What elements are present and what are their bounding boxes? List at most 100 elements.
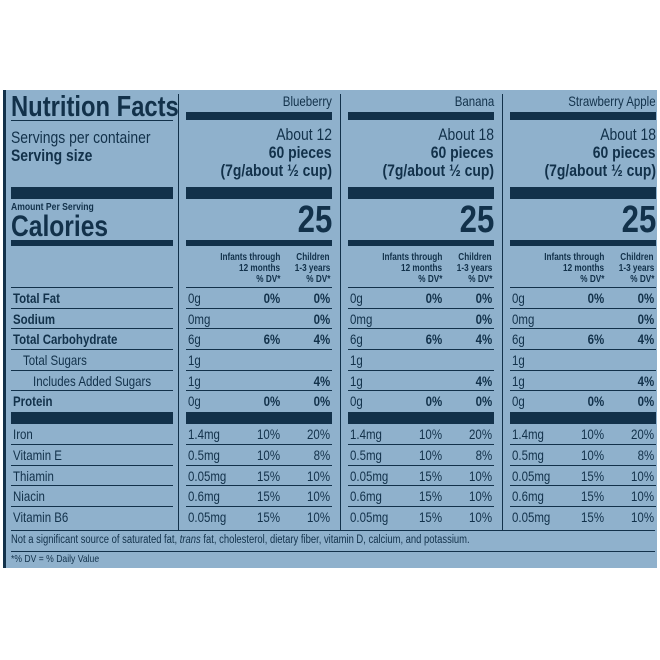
vitamin-row-label: Vitamin B6	[11, 507, 173, 528]
column-divider	[502, 94, 503, 530]
column-divider	[340, 94, 341, 530]
serving-pieces: 60 pieces	[431, 143, 494, 162]
calories-value: 25	[459, 199, 494, 241]
child-dv-value: 10%	[469, 488, 492, 505]
infant-dv-value: 0%	[425, 393, 442, 410]
vitamin-row: 0.05mg 15% 10%	[348, 507, 494, 528]
amount-value: 0.05mg	[512, 508, 551, 525]
amount-value: 6g	[188, 331, 201, 348]
amount-per-serving: Amount Per Serving	[11, 201, 94, 213]
child-dv-value: 0%	[313, 393, 330, 410]
nutrient-row-label: Sodium	[11, 309, 173, 330]
vitamin-row: 0.05mg 15% 10%	[186, 507, 332, 528]
amount-value: 0g	[350, 290, 363, 306]
amount-value: 1.4mg	[188, 426, 220, 443]
dv-header-infants: Infants through 12 months% DV*	[543, 252, 604, 285]
child-dv-value: 20%	[469, 426, 492, 443]
vitamin-row: 0.5mg 10% 8%	[186, 445, 332, 466]
nutrient-row: 6g 6% 4%	[348, 329, 494, 351]
infant-dv-value: 15%	[257, 467, 280, 484]
serving-weight: (7g/about ½ cup)	[220, 161, 332, 180]
thick-divider	[11, 412, 173, 425]
infant-dv-value: 15%	[257, 508, 280, 525]
child-dv-value: 4%	[313, 331, 330, 348]
amount-value: 0g	[188, 393, 201, 410]
vitamin-row: 1.4mg 10% 20%	[186, 424, 332, 445]
amount-value: 0g	[512, 393, 525, 410]
dv-header-infants: Infants through 12 months% DV*	[219, 252, 280, 285]
calories-value: 25	[621, 199, 656, 241]
serving-pieces: 60 pieces	[269, 143, 332, 162]
amount-value: 0g	[188, 290, 201, 306]
vitamin-row: 0.5mg 10% 8%	[510, 445, 656, 466]
vitamin-row: 1.4mg 10% 20%	[510, 424, 656, 445]
medium-divider	[186, 240, 332, 246]
thick-divider	[510, 412, 656, 425]
child-dv-value: 4%	[475, 331, 492, 348]
child-dv-value: 4%	[637, 372, 654, 389]
thick-divider	[510, 187, 656, 199]
child-dv-value: 20%	[631, 426, 654, 443]
child-dv-value: 10%	[631, 508, 654, 525]
vitamin-row: 0.05mg 15% 10%	[510, 466, 656, 487]
child-dv-value: 4%	[637, 331, 654, 348]
infant-dv-value: 10%	[581, 446, 604, 463]
servings-value: About 18	[438, 125, 494, 144]
amount-value: 0g	[350, 393, 363, 410]
amount-value: 0.05mg	[188, 467, 227, 484]
amount-value: 6g	[512, 331, 525, 348]
label-title: Nutrition Facts	[11, 91, 179, 123]
nutrient-row: 1g 4%	[348, 371, 494, 392]
nutrient-row-label: Protein	[11, 391, 173, 412]
nutrient-name: Protein	[13, 393, 53, 410]
vitamin-name: Vitamin E	[13, 446, 62, 463]
amount-value: 0.6mg	[188, 488, 220, 505]
nutrient-name: Sodium	[13, 310, 56, 327]
amount-value: 1g	[350, 372, 363, 389]
vitamin-row: 0.05mg 15% 10%	[510, 507, 656, 528]
nutrient-name: Total Sugars	[23, 352, 87, 369]
child-dv-value: 0%	[475, 393, 492, 410]
nutrient-row: 0mg 0%	[510, 309, 656, 330]
amount-value: 0mg	[350, 310, 373, 327]
child-dv-value: 8%	[313, 446, 330, 463]
nutrient-row: 0g 0% 0%	[510, 288, 656, 309]
nutrient-row: 1g 4%	[186, 371, 332, 392]
product-name: Strawberry Apple	[568, 93, 656, 109]
thick-divider	[348, 187, 494, 199]
infant-dv-value: 15%	[581, 467, 604, 484]
nutrient-row: 1g	[348, 350, 494, 371]
calories-label: Calories	[11, 210, 109, 243]
infant-dv-value: 15%	[581, 508, 604, 525]
divider	[348, 112, 494, 120]
nutrient-row: 0g 0% 0%	[348, 288, 494, 309]
amount-value: 1g	[188, 352, 201, 369]
amount-value: 0.5mg	[350, 446, 382, 463]
amount-value: 0.6mg	[350, 488, 382, 505]
serving-weight: (7g/about ½ cup)	[544, 161, 656, 180]
product-column: Blueberry About 12 60 pieces (7g/about ½ cu…	[186, 90, 332, 528]
amount-value: 0.5mg	[188, 446, 220, 463]
infant-dv-value: 15%	[419, 508, 442, 525]
amount-value: 1.4mg	[350, 426, 382, 443]
infant-dv-value: 15%	[581, 488, 604, 505]
amount-value: 1.4mg	[512, 426, 544, 443]
servings-label: Servings per container	[11, 128, 151, 147]
amount-value: 0.05mg	[512, 467, 551, 484]
footnote: Not a significant source of saturated fa…	[11, 534, 470, 546]
nutrient-row: 0g 0% 0%	[510, 391, 656, 412]
child-dv-value: 0%	[475, 290, 492, 306]
nutrient-row-label: Total Carbohydrate	[11, 329, 173, 351]
child-dv-value: 0%	[313, 310, 330, 327]
infant-dv-value: 10%	[419, 446, 442, 463]
infant-dv-value: 10%	[581, 426, 604, 443]
child-dv-value: 0%	[637, 290, 654, 306]
child-dv-value: 10%	[307, 508, 330, 525]
child-dv-value: 10%	[469, 467, 492, 484]
child-dv-value: 10%	[631, 488, 654, 505]
divider	[11, 530, 655, 531]
child-dv-value: 10%	[307, 488, 330, 505]
servings-value: About 12	[276, 125, 332, 144]
vitamin-row: 0.05mg 15% 10%	[186, 466, 332, 487]
amount-value: 1g	[512, 372, 525, 389]
